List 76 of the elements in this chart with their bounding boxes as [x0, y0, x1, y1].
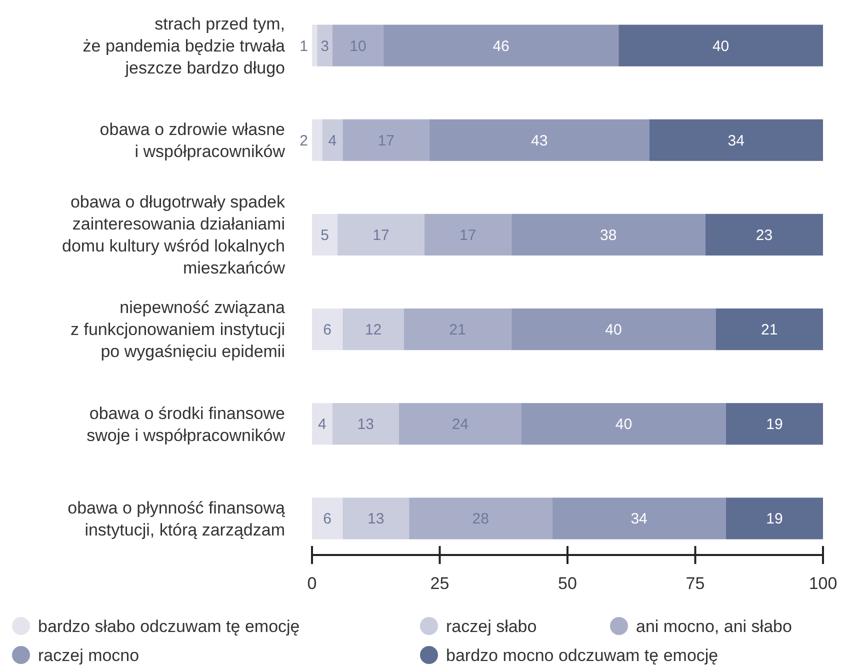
data-label: 6: [323, 510, 332, 528]
bar: [342, 308, 404, 350]
data-label: 28: [472, 510, 489, 528]
bar: [404, 308, 512, 350]
bar: [322, 119, 343, 161]
x-tick-label: 100: [808, 574, 838, 593]
bar: [726, 498, 823, 540]
bar: [552, 498, 726, 540]
data-label: 40: [605, 322, 622, 339]
bar: [511, 308, 716, 350]
data-label: 2: [300, 132, 308, 150]
bar: [649, 119, 823, 161]
data-label: 43: [531, 132, 548, 150]
data-label: 19: [766, 510, 783, 528]
legend-label: bardzo słabo odczuwam tę emocję: [38, 616, 300, 636]
data-label: 38: [600, 226, 617, 244]
data-label: 17: [372, 226, 390, 244]
bar: [716, 308, 823, 350]
data-label: 13: [368, 510, 384, 528]
data-label: 40: [615, 416, 632, 434]
bar: [398, 403, 522, 445]
y-tick-label: obawa o płynność finansową instytucji, którą zarządzam: [68, 498, 286, 540]
data-label: 1: [300, 38, 308, 55]
data-label: 21: [449, 322, 466, 339]
bar: [342, 119, 430, 161]
bar: [409, 498, 552, 540]
data-label: 40: [712, 38, 730, 55]
data-label: 3: [320, 38, 329, 55]
legend-label: bardzo mocno odczuwam tę emocję: [446, 646, 718, 665]
data-label: 21: [761, 322, 778, 339]
legend-label: ani mocno, ani słabo: [636, 616, 792, 636]
y-tick-label: strach przed tym, że pandemia będzie trwała jeszcze bardzo długo: [82, 14, 286, 78]
bar: [384, 24, 619, 66]
data-label: 46: [492, 38, 510, 55]
data-label: 17: [378, 132, 394, 150]
data-label: 4: [318, 416, 326, 434]
bar: [312, 498, 343, 540]
bar: [332, 403, 399, 445]
y-tick-label: obawa o długotrwały spadek zainteresowania działaniami domu kultury wśród lokalnych mieszkańców: [62, 192, 286, 278]
x-tick-label: 0: [307, 574, 317, 593]
data-label: 13: [357, 416, 374, 434]
bar: [317, 24, 332, 66]
bar: [312, 403, 332, 445]
data-label: 12: [364, 322, 382, 339]
bar: [312, 308, 343, 350]
bar: [511, 214, 706, 256]
bar: [342, 498, 410, 540]
bar: [332, 24, 384, 66]
bar: [424, 214, 512, 256]
data-label: 34: [728, 132, 744, 150]
bar: [522, 403, 726, 445]
legend-label: raczej słabo: [446, 616, 537, 636]
bar: [312, 119, 322, 161]
data-label: 10: [350, 38, 366, 55]
bar: [312, 24, 318, 66]
y-tick-label: obawa o zdrowie własne i współpracowników: [100, 120, 286, 162]
data-label: 4: [328, 132, 337, 150]
bar: [705, 214, 823, 256]
data-label: 24: [452, 416, 469, 434]
data-label: 6: [323, 322, 332, 339]
data-label: 17: [460, 226, 476, 244]
bar: [618, 24, 823, 66]
x-tick-label: 25: [430, 574, 450, 593]
bar: [312, 214, 338, 256]
y-tick-label: obawa o środki finansowe swoje i współpracowników: [86, 404, 286, 445]
data-label: 34: [630, 510, 648, 528]
data-label: 23: [756, 226, 773, 244]
bar: [726, 403, 823, 445]
data-label: 19: [766, 416, 783, 434]
bar: [430, 119, 650, 161]
bar: [338, 214, 424, 256]
legend-label: raczej mocno: [38, 646, 140, 665]
x-tick-label: 75: [686, 574, 705, 593]
data-label: 5: [320, 226, 329, 244]
y-tick-label: niepewność związana z funkcjonowaniem instytucji po wygaśnięciu epidemii: [70, 298, 286, 362]
x-tick-label: 50: [558, 574, 577, 593]
